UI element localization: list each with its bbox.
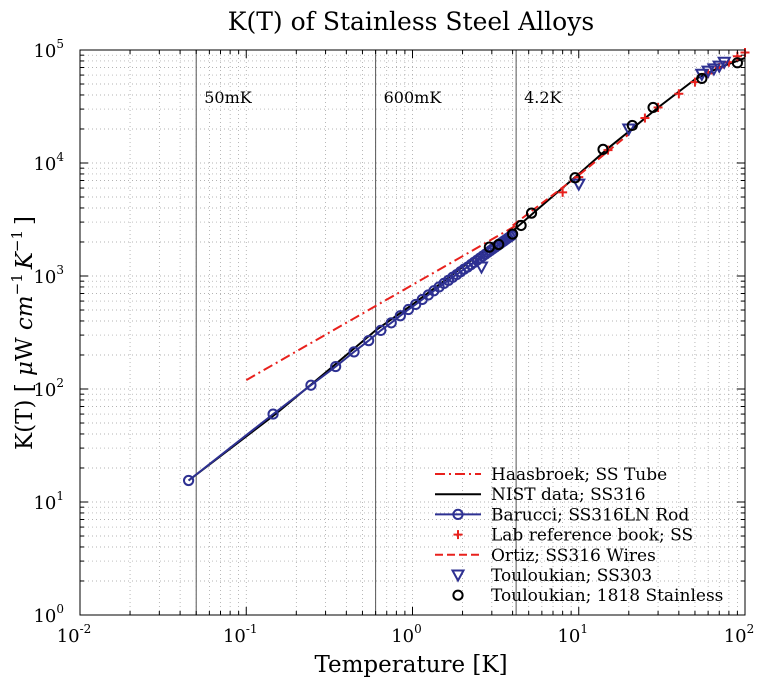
x-axis-label: Temperature [K] [314, 652, 507, 678]
legend-label: Ortiz; SS316 Wires [491, 546, 656, 566]
y-label-cm: cm [12, 295, 38, 330]
y-tick-label: 102 [33, 376, 64, 401]
data-point [647, 101, 659, 114]
data-point [626, 119, 638, 132]
y-tick-label: 101 [33, 489, 64, 514]
data-point [330, 360, 342, 373]
data-point [363, 335, 375, 347]
data-point [640, 113, 650, 123]
x-tick-label: 100 [391, 622, 422, 647]
y-label-mu: μ [12, 361, 38, 376]
data-point [267, 408, 279, 420]
legend-label: Haasbroek; SS Tube [491, 465, 667, 485]
data-point [348, 346, 360, 358]
data-point [493, 238, 505, 251]
x-tick-labels: 10-2 10-1 100 101 102 [57, 622, 755, 647]
data-point [706, 63, 722, 77]
data-point [453, 530, 463, 540]
reference-lines: 50mK 600mK 4.2K [195, 50, 563, 615]
legend-entry: Barucci; SS316LN Rod [435, 505, 689, 525]
y-tick-labels: 100 101 102 103 104 105 [33, 37, 64, 627]
legend-label: Touloukian; 1818 Stainless [491, 586, 723, 606]
y-label-cm-exp: −1 [8, 273, 26, 295]
data-point [375, 324, 387, 337]
data-point [558, 187, 568, 197]
series [182, 229, 518, 487]
legend-label: Lab reference book; SS [491, 526, 693, 546]
legend-entry: Touloukian; 1818 Stainless [452, 586, 723, 606]
data-point [515, 219, 527, 232]
grid-lines [80, 50, 745, 615]
series-line [187, 57, 746, 482]
legend-entry: Lab reference book; SS [453, 526, 693, 546]
data-point [452, 508, 464, 521]
y-tick-label: 105 [33, 37, 64, 62]
data-point [674, 89, 684, 99]
legend-label: NIST data; SS316 [491, 485, 646, 505]
reference-line-label: 50mK [204, 88, 253, 107]
legend-label: Touloukian; SS303 [491, 566, 652, 586]
x-tick-label: 101 [557, 622, 588, 647]
y-axis-label: K(T) [ μW cm−1K−1] [8, 216, 38, 450]
y-label-suffix: ] [12, 216, 38, 225]
y-tick-label: 104 [33, 150, 64, 175]
data-point [569, 172, 581, 184]
y-tick-label: 103 [33, 263, 64, 288]
data-point [402, 303, 415, 316]
y-label-prefix: K(T) [ [12, 376, 38, 450]
legend-entry: NIST data; SS316 [435, 485, 646, 505]
y-label-w: W [12, 330, 38, 361]
data-point [506, 228, 519, 240]
axis-ticks [79, 49, 746, 616]
legend-entry: Haasbroek; SS Tube [435, 465, 667, 485]
data-point [731, 57, 743, 69]
x-tick-label: 102 [724, 622, 755, 647]
legend-entry: Touloukian; SS303 [450, 566, 652, 586]
reference-line-label: 600mK [384, 88, 443, 107]
series-layer [182, 48, 750, 487]
legend-entry: Ortiz; SS316 Wires [435, 546, 656, 566]
data-point [717, 56, 732, 70]
x-tick-label: 10-2 [57, 622, 92, 647]
reference-line-label: 4.2K [524, 88, 562, 107]
chart-title: K(T) of Stainless Steel Alloys [228, 7, 594, 36]
data-point [182, 474, 195, 487]
data-point [450, 569, 466, 583]
data-point [305, 379, 317, 391]
data-point [394, 310, 406, 322]
series-line [245, 224, 517, 381]
legend-label: Barucci; SS316LN Rod [491, 505, 689, 525]
data-point [525, 207, 538, 219]
series [245, 224, 517, 381]
data-point [712, 60, 727, 74]
data-point [700, 65, 716, 79]
y-label-k: K [12, 250, 38, 270]
y-label-k-exp: −1 [8, 230, 26, 252]
data-point [452, 589, 464, 601]
data-point [385, 317, 397, 329]
series [483, 57, 743, 253]
series [187, 57, 746, 482]
y-tick-label: 100 [33, 602, 64, 627]
data-point [474, 261, 489, 275]
data-point [597, 143, 609, 155]
x-tick-label: 10-1 [223, 622, 258, 647]
data-point [696, 72, 708, 85]
